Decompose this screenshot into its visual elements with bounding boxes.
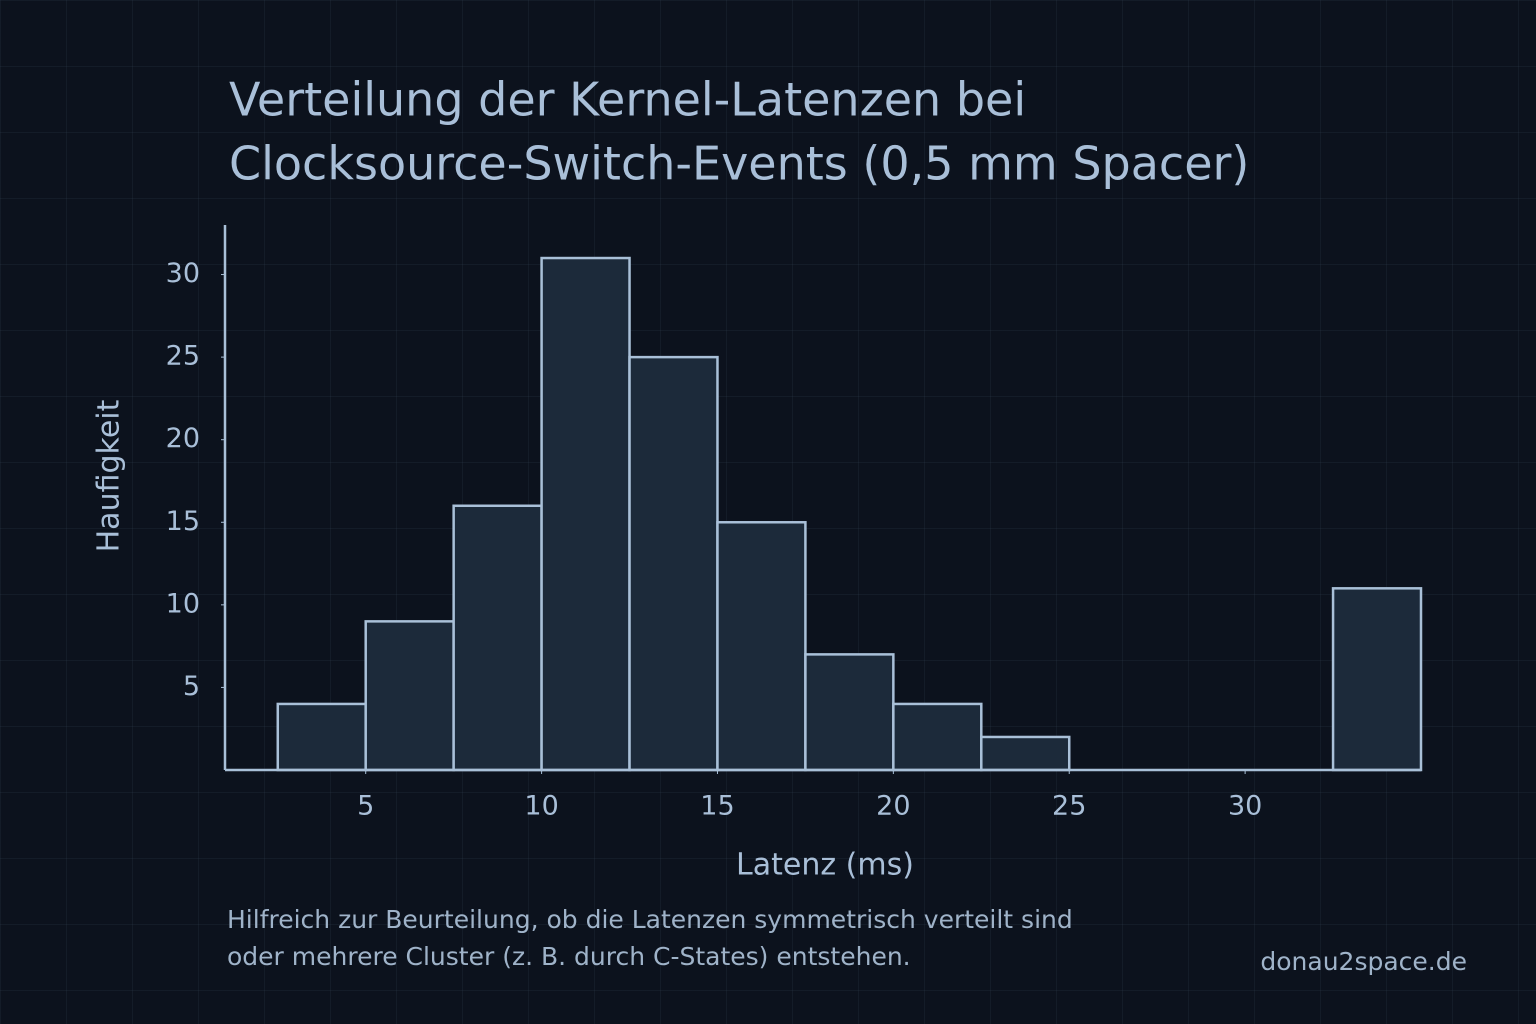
x-tick-label: 20 [876,791,910,822]
note: oder mehrere Cluster (z. B. durch C-Stat… [227,942,911,971]
x-tick-label: 15 [700,791,734,822]
bar [892,702,983,772]
y-tick-label: 30 [166,258,200,289]
y-tick-label: 5 [183,671,200,702]
bar [628,355,719,772]
bar [716,521,807,772]
note: Hilfreich zur Beurteilung, ob die Latenz… [227,905,1073,934]
y-tick-label: 20 [166,423,200,454]
x-tick-label: 30 [1228,791,1262,822]
y-tick-label: 15 [166,506,200,537]
x-axis-label: Latenz (ms) [736,848,914,883]
y-tick-label: 25 [166,341,200,372]
x-tick-label: 5 [357,791,374,822]
x-tick-label: 25 [1052,791,1086,822]
bar [364,620,455,772]
y-axis-label: Haufigkeit [92,399,127,552]
chart-title: Verteilung der Kernel-Latenzen bei [229,73,1026,127]
bar [980,735,1071,772]
bar [540,256,631,772]
x-tick-label: 10 [524,791,558,822]
source: donau2space.de [1260,947,1467,976]
bar [1331,587,1423,772]
bar [452,504,543,772]
bar [804,653,895,772]
y-tick-label: 10 [166,588,200,619]
bar [276,702,367,772]
chart-title: Clocksource-Switch-Events (0,5 mm Spacer… [229,137,1249,191]
